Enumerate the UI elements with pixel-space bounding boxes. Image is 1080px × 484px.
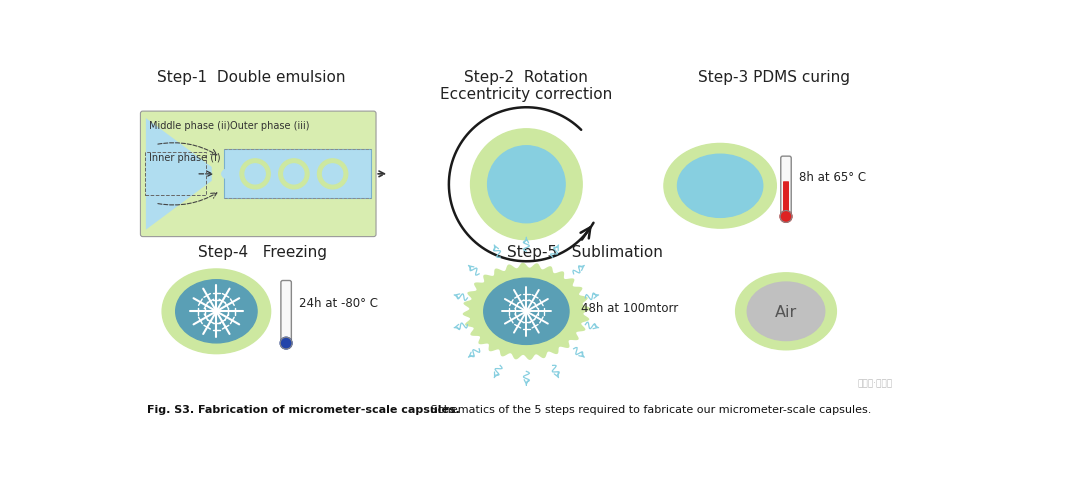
FancyBboxPatch shape bbox=[140, 112, 376, 237]
Polygon shape bbox=[462, 263, 590, 360]
Text: Step-3 PDMS curing: Step-3 PDMS curing bbox=[699, 70, 850, 85]
Ellipse shape bbox=[747, 283, 825, 341]
Text: Step-2  Rotation
Eccentricity correction: Step-2 Rotation Eccentricity correction bbox=[441, 70, 612, 102]
Ellipse shape bbox=[735, 273, 836, 350]
Text: 公众号·量子位: 公众号·量子位 bbox=[858, 378, 893, 388]
FancyBboxPatch shape bbox=[781, 157, 792, 216]
Polygon shape bbox=[146, 119, 212, 230]
Ellipse shape bbox=[162, 270, 271, 354]
Text: Outer phase (iii): Outer phase (iii) bbox=[230, 121, 310, 130]
Text: 24h at -80° C: 24h at -80° C bbox=[299, 296, 378, 309]
FancyBboxPatch shape bbox=[283, 339, 289, 340]
Text: 8h at 65° C: 8h at 65° C bbox=[799, 171, 866, 183]
Text: Step-1  Double emulsion: Step-1 Double emulsion bbox=[157, 70, 346, 85]
Text: 48h at 100mtorr: 48h at 100mtorr bbox=[581, 302, 678, 314]
FancyBboxPatch shape bbox=[783, 182, 789, 213]
FancyBboxPatch shape bbox=[281, 281, 292, 342]
Circle shape bbox=[488, 147, 565, 223]
Text: Air: Air bbox=[774, 304, 797, 319]
Bar bbox=[225, 150, 370, 199]
Circle shape bbox=[471, 130, 582, 240]
Ellipse shape bbox=[221, 169, 239, 180]
Ellipse shape bbox=[176, 280, 257, 343]
Ellipse shape bbox=[664, 144, 777, 228]
Text: Step-4   Freezing: Step-4 Freezing bbox=[199, 245, 327, 260]
Circle shape bbox=[780, 211, 792, 223]
Ellipse shape bbox=[484, 279, 569, 345]
Circle shape bbox=[245, 165, 266, 184]
Text: Fig. S3. Fabrication of micrometer-scale capsules.: Fig. S3. Fabrication of micrometer-scale… bbox=[147, 404, 459, 414]
Text: Inner phase (i): Inner phase (i) bbox=[149, 152, 220, 162]
Circle shape bbox=[280, 337, 292, 349]
Circle shape bbox=[279, 160, 309, 189]
Ellipse shape bbox=[677, 155, 762, 218]
Text: Middle phase (ii): Middle phase (ii) bbox=[149, 121, 230, 130]
Circle shape bbox=[318, 160, 348, 189]
Text: Schematics of the 5 steps required to fabricate our micrometer-scale capsules.: Schematics of the 5 steps required to fa… bbox=[428, 404, 872, 414]
Circle shape bbox=[323, 165, 342, 184]
Text: Step-5   Sublimation: Step-5 Sublimation bbox=[507, 245, 662, 260]
Circle shape bbox=[240, 160, 270, 189]
Circle shape bbox=[284, 165, 303, 184]
